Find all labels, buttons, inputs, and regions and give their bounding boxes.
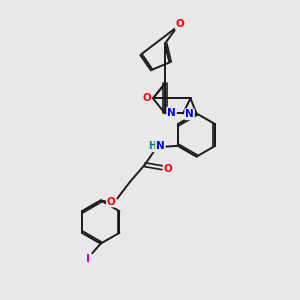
Text: O: O <box>142 93 152 103</box>
Text: N: N <box>167 107 176 118</box>
Text: O: O <box>176 19 184 29</box>
Text: N: N <box>185 109 194 119</box>
Text: H: H <box>148 141 156 152</box>
Text: N: N <box>156 141 165 152</box>
Text: I: I <box>86 254 90 264</box>
Text: O: O <box>107 196 116 207</box>
Text: O: O <box>164 164 172 174</box>
